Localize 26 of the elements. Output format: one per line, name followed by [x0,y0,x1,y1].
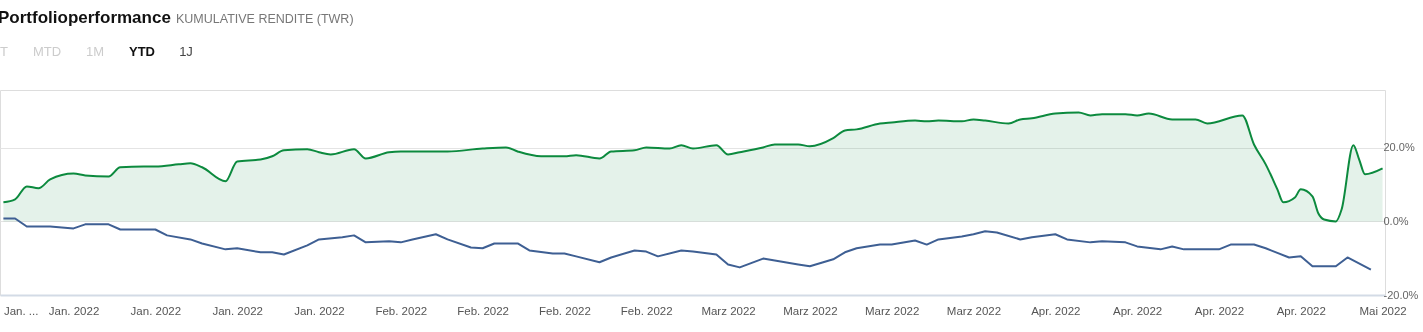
x-tick-label: Marz 2022 [865,304,920,317]
text: 1J [179,44,193,59]
x-tick-label: Mai 2022 [1359,304,1407,317]
x-tick-label: Feb. 2022 [457,304,510,317]
y-tick-label: 0.0% [1383,214,1409,227]
x-tick-label: Jan. 2022 [212,304,263,317]
x-tick-label: Feb. 2022 [620,304,673,317]
line-series [2,217,1372,271]
x-tick-label: Apr. 2022 [1194,304,1245,317]
x-tick-label: Feb. 2022 [539,304,591,317]
x-tick-label: Marz 2022 [783,304,838,317]
text: YTD [129,44,155,59]
x-tick-label: Jan. 2022 [130,304,182,317]
x-tick-label: Apr. 2022 [1113,304,1163,317]
x-tick-label: Jan. ... [3,304,39,317]
x-tick-label: Marz 2022 [946,304,1002,317]
x-tick-label: Feb. 2022 [375,304,428,317]
chart-title: Portfolioperformance [0,8,171,27]
x-tick-label: Marz 2022 [701,304,756,317]
x-tick-label: Apr. 2022 [1276,304,1326,317]
y-tick-label: 20.0% [1383,141,1415,154]
y-tick-label: -20.0% [1383,288,1419,301]
x-tick-label: Apr. 2022 [1031,304,1081,317]
x-tick-label: Jan. 2022 [294,304,345,317]
chart-subtitle: KUMULATIVE RENDITE (TWR) [176,12,354,26]
x-tick-label: Jan. 2022 [48,304,100,317]
